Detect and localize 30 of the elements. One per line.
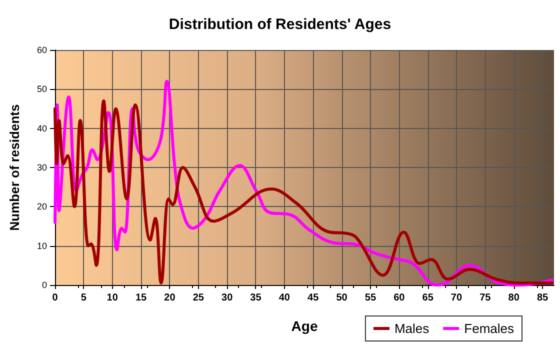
x-tick-label: 20	[164, 292, 176, 304]
x-axis-title: Age	[291, 318, 318, 334]
y-tick-label: 20	[36, 202, 47, 212]
x-tick-label: 50	[336, 292, 348, 304]
y-tick-label: 60	[36, 45, 47, 55]
x-tick-label: 55	[364, 292, 376, 304]
x-tick-label: 85	[536, 292, 549, 304]
x-tick-label: 40	[278, 292, 290, 304]
legend-label: Males	[394, 321, 430, 336]
x-tick-label: 0	[52, 292, 58, 304]
x-tick-label: 25	[192, 292, 204, 304]
x-tick-label: 80	[508, 292, 520, 304]
x-tick-label: 65	[422, 292, 434, 304]
y-tick-label: 0	[42, 280, 47, 290]
x-tick-label: 60	[394, 292, 406, 304]
x-tick-label: 5	[80, 292, 87, 304]
legend-label: Females	[464, 321, 514, 336]
x-tick-label: 75	[480, 292, 492, 304]
x-tick-label: 45	[308, 292, 320, 304]
y-tick-label: 40	[36, 123, 47, 134]
y-axis-title: Number of residents	[7, 104, 22, 231]
x-tick-label: 35	[250, 292, 262, 304]
x-tick-label: 70	[450, 292, 462, 304]
y-tick-label: 10	[36, 240, 47, 251]
y-tick-label: 30	[36, 162, 47, 172]
x-tick-label: 15	[135, 292, 148, 304]
chart-title: Distribution of Residents' Ages	[168, 16, 392, 33]
y-tick-label: 50	[36, 84, 47, 94]
x-tick-label: 10	[106, 292, 118, 304]
x-tick-label: 30	[222, 292, 234, 304]
